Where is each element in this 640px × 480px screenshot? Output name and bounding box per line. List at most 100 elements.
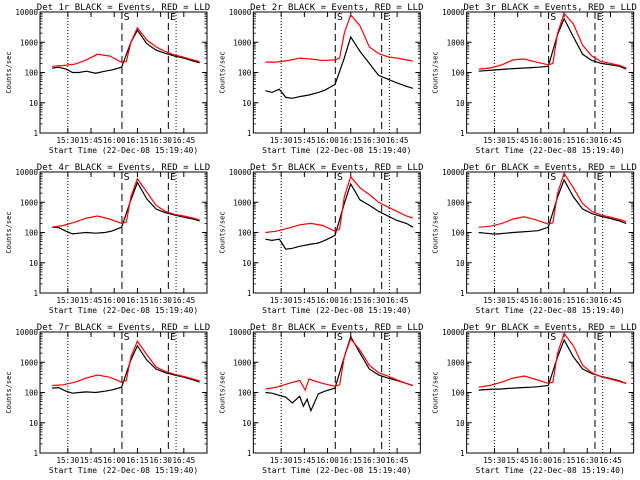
y-tick-label: 10000 — [15, 168, 38, 177]
x-axis-label: Start Time (22-Dec-08 15:19:40) — [49, 146, 198, 155]
x-axis-label: Start Time (22-Dec-08 15:19:40) — [262, 306, 411, 315]
x-tick-label: 16:30 — [363, 136, 386, 145]
y-tick-label: 100 — [238, 389, 252, 398]
x-tick-label: 16:15 — [553, 136, 576, 145]
events-series-line — [265, 335, 414, 413]
y-tick-label: 1000 — [233, 198, 252, 207]
x-tick-label: 16:00 — [316, 456, 339, 465]
x-axis-label: Start Time (22-Dec-08 15:19:40) — [49, 466, 198, 475]
chart-panel-4: Det 4r BLACK = Events, RED = LLD 1 10 100 10… — [5, 163, 210, 315]
x-tick-label: 16:15 — [126, 296, 149, 305]
x-tick-label: 15:30 — [57, 456, 80, 465]
x-tick-label: 15:45 — [506, 456, 529, 465]
marker-s: S — [550, 172, 556, 183]
x-tick-label: 16:45 — [386, 456, 409, 465]
x-tick-label: 16:15 — [339, 136, 362, 145]
x-tick-label: 16:00 — [530, 456, 553, 465]
x-tick-label: 16:45 — [173, 296, 196, 305]
lld-series-line — [265, 337, 414, 392]
y-tick-label: 1 — [247, 449, 252, 458]
y-tick-label: 10 — [29, 259, 39, 268]
events-series-line — [52, 29, 200, 74]
x-tick-label: 16:00 — [103, 136, 126, 145]
y-tick-label: 1000 — [447, 358, 466, 367]
y-tick-label: 1 — [460, 449, 465, 458]
x-tick-label: 16:30 — [576, 456, 599, 465]
lld-series-line — [52, 177, 200, 228]
y-tick-label: 10000 — [229, 168, 252, 177]
lld-series-line — [478, 12, 627, 70]
y-tick-label: 1 — [247, 129, 252, 138]
x-tick-label: 16:00 — [103, 296, 126, 305]
y-tick-label: 10 — [242, 419, 252, 428]
y-tick-label: 10000 — [229, 328, 252, 337]
lld-series-line — [52, 26, 200, 67]
y-tick-label: 10000 — [15, 8, 38, 17]
y-tick-label: 100 — [451, 389, 465, 398]
marker-s: S — [550, 332, 556, 343]
x-axis-label: Start Time (22-Dec-08 15:19:40) — [262, 466, 411, 475]
x-axis-label: Start Time (22-Dec-08 15:19:40) — [476, 466, 625, 475]
x-tick-label: 16:00 — [103, 456, 126, 465]
x-tick-label: 16:30 — [149, 296, 172, 305]
chart-panel-9: Det 9r BLACK = Events, RED = LLD 1 10 100 10… — [432, 323, 637, 475]
chart-panel-8: Det 8r BLACK = Events, RED = LLD 1 10 100 10… — [218, 323, 423, 475]
lld-series-line — [478, 332, 627, 388]
x-tick-label: 16:15 — [553, 296, 576, 305]
plot-frame — [466, 331, 635, 454]
x-axis-label: Start Time (22-Dec-08 15:19:40) — [262, 146, 411, 155]
x-tick-label: 16:45 — [386, 296, 409, 305]
marker-s: S — [124, 332, 130, 343]
x-tick-label: 16:45 — [386, 136, 409, 145]
x-tick-label: 15:30 — [270, 456, 293, 465]
plot-frame — [252, 171, 421, 294]
marker-s: S — [337, 332, 343, 343]
y-tick-label: 1000 — [233, 358, 252, 367]
x-tick-label: 16:00 — [316, 136, 339, 145]
y-tick-label: 10 — [29, 99, 39, 108]
lld-series-line — [265, 175, 414, 234]
y-tick-label: 10000 — [442, 8, 465, 17]
x-tick-label: 16:30 — [576, 296, 599, 305]
x-axis-label: Start Time (22-Dec-08 15:19:40) — [476, 146, 625, 155]
y-tick-label: 100 — [451, 229, 465, 238]
x-tick-label: 16:30 — [576, 136, 599, 145]
y-tick-label: 1 — [33, 449, 38, 458]
y-axis-label: Counts/sec — [218, 51, 226, 93]
x-axis-label: Start Time (22-Dec-08 15:19:40) — [476, 306, 625, 315]
marker-s: S — [550, 12, 556, 23]
events-series-line — [265, 35, 414, 99]
x-tick-label: 15:45 — [293, 296, 316, 305]
lld-series-line — [478, 172, 627, 228]
y-tick-label: 10 — [456, 259, 466, 268]
x-tick-label: 16:15 — [553, 456, 576, 465]
chart-panel-2: Det 2r BLACK = Events, RED = LLD 1 10 100 10… — [218, 3, 423, 155]
y-tick-label: 1000 — [233, 38, 252, 47]
y-axis-label: Counts/sec — [432, 51, 440, 93]
y-tick-label: 1 — [33, 129, 38, 138]
y-tick-label: 1000 — [20, 198, 39, 207]
marker-e: E — [383, 172, 389, 183]
plot-frame — [252, 11, 421, 134]
y-tick-label: 10 — [242, 259, 252, 268]
x-tick-label: 16:45 — [599, 296, 622, 305]
y-tick-label: 100 — [24, 389, 38, 398]
marker-s: S — [124, 172, 130, 183]
x-tick-label: 16:45 — [599, 136, 622, 145]
x-tick-label: 15:30 — [483, 296, 506, 305]
chart-title: Det 4r BLACK = Events, RED = LLD — [37, 163, 210, 173]
x-tick-label: 16:00 — [530, 136, 553, 145]
marker-s: S — [337, 12, 343, 23]
marker-e: E — [597, 12, 603, 23]
y-tick-label: 1000 — [447, 198, 466, 207]
chart-panel-6: Det 6r BLACK = Events, RED = LLD 1 10 100 10… — [432, 163, 637, 315]
x-axis-label: Start Time (22-Dec-08 15:19:40) — [49, 306, 198, 315]
x-tick-label: 15:30 — [270, 296, 293, 305]
y-tick-label: 10000 — [442, 328, 465, 337]
marker-e: E — [170, 172, 176, 183]
chart-title: Det 7r BLACK = Events, RED = LLD — [37, 323, 210, 333]
x-tick-label: 16:15 — [339, 456, 362, 465]
x-tick-label: 16:45 — [173, 136, 196, 145]
x-tick-label: 15:45 — [80, 296, 103, 305]
y-tick-label: 1000 — [20, 38, 39, 47]
